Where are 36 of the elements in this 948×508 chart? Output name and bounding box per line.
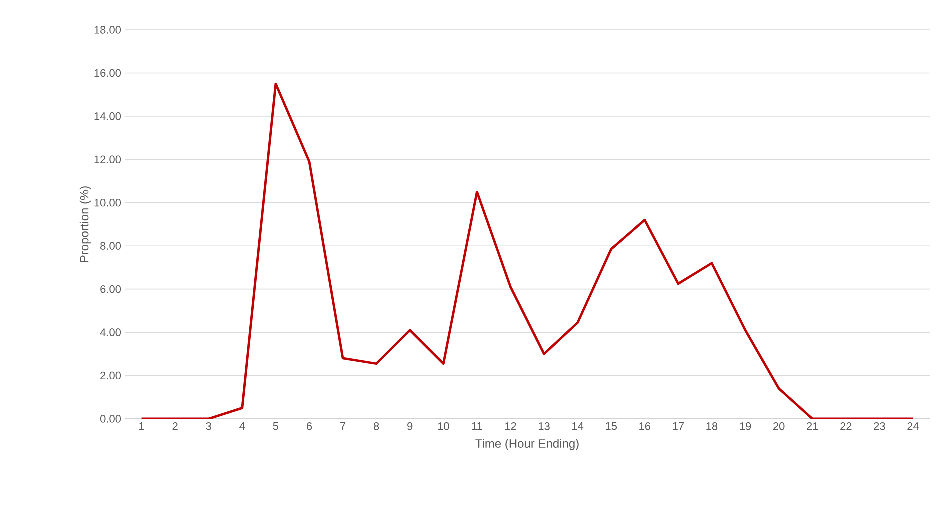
x-tick-label: 15 xyxy=(606,422,617,430)
y-tick-label: 2.00 xyxy=(100,372,122,380)
y-tick-label: 4.00 xyxy=(100,328,122,336)
x-tick-label: 4 xyxy=(240,422,246,430)
x-tick-label: 22 xyxy=(840,422,852,430)
y-tick-label: 12.00 xyxy=(94,156,122,164)
x-tick-label: 20 xyxy=(773,422,785,430)
y-tick-label: 0.00 xyxy=(100,415,122,423)
x-axis-title: Time (Hour Ending) xyxy=(476,439,579,450)
x-tick-label: 14 xyxy=(572,422,584,430)
x-tick-label: 21 xyxy=(807,422,818,430)
y-axis-title: Proportion (%) xyxy=(80,186,92,262)
x-tick-label: 7 xyxy=(340,422,346,430)
x-tick-label: 24 xyxy=(908,422,920,430)
y-tick-label: 14.00 xyxy=(94,112,122,120)
x-tick-label: 16 xyxy=(640,422,651,430)
y-tick-label: 18.00 xyxy=(94,26,122,34)
x-tick-label: 19 xyxy=(740,422,752,430)
x-tick-label: 9 xyxy=(408,422,413,430)
x-tick-label: 17 xyxy=(673,422,684,430)
x-tick-label: 12 xyxy=(505,422,516,430)
x-tick-label: 23 xyxy=(874,422,886,430)
y-tick-label: 10.00 xyxy=(94,198,122,207)
x-tick-label: 3 xyxy=(206,422,212,430)
y-tick-label: 16.00 xyxy=(94,69,122,78)
y-tick-label: 8.00 xyxy=(100,242,122,250)
x-tick-label: 13 xyxy=(538,422,550,430)
y-tick-label: 6.00 xyxy=(100,285,122,294)
x-tick-label: 2 xyxy=(172,422,178,430)
x-tick-label: 5 xyxy=(273,422,279,430)
x-tick-label: 11 xyxy=(472,422,482,430)
x-tick-label: 8 xyxy=(374,422,380,430)
x-tick-label: 6 xyxy=(306,422,312,430)
x-tick-label: 1 xyxy=(140,422,144,430)
x-tick-label: 18 xyxy=(706,422,718,430)
x-tick-label: 10 xyxy=(438,422,450,430)
